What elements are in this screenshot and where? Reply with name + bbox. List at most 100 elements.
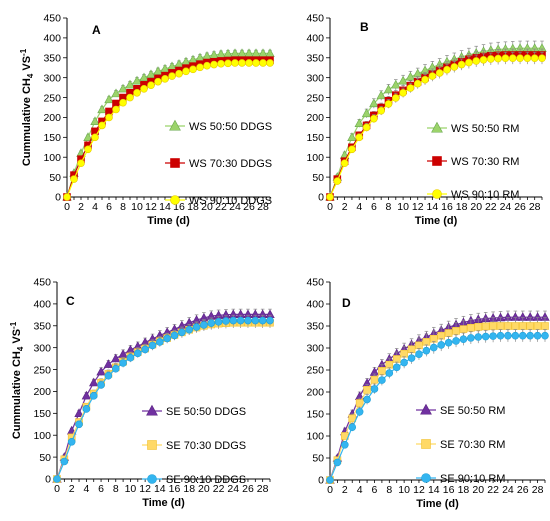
data-point (245, 59, 253, 67)
data-point (341, 440, 349, 449)
x-tick-label: 8 (386, 201, 392, 213)
data-point (370, 375, 379, 384)
data-point (90, 116, 100, 126)
data-point (251, 316, 260, 325)
data-point (60, 457, 69, 466)
panel-label: A (92, 23, 101, 37)
data-point (363, 395, 371, 404)
data-point (105, 113, 113, 122)
data-point (111, 364, 120, 373)
data-point (459, 325, 468, 333)
data-point (147, 81, 155, 90)
data-point (141, 345, 149, 354)
y-tick-label: 300 (43, 72, 61, 84)
data-point (523, 54, 532, 62)
series-3 (326, 329, 549, 484)
x-tick-label: 12 (145, 201, 157, 213)
data-point (83, 132, 93, 141)
data-point (415, 341, 423, 350)
series-line (329, 335, 545, 481)
data-point (489, 332, 497, 340)
data-point (103, 359, 114, 368)
data-point (355, 399, 364, 407)
y-tick-label: 400 (43, 33, 61, 45)
x-tick-label: 8 (120, 201, 126, 213)
y-tick-label: 100 (306, 152, 324, 164)
x-tick-label: 22 (215, 201, 227, 213)
data-point (84, 145, 92, 154)
data-point (378, 376, 386, 384)
data-point (413, 79, 422, 88)
y-tick-label: 250 (33, 364, 51, 376)
data-point (156, 338, 164, 346)
data-point (231, 59, 239, 67)
series-2 (326, 317, 549, 484)
data-point (326, 193, 334, 201)
series-1 (52, 308, 275, 483)
data-point (266, 59, 274, 67)
data-point (125, 79, 135, 89)
data-point (496, 331, 505, 340)
data-point (153, 66, 163, 75)
y-tick-label: 450 (33, 277, 51, 289)
data-point (511, 322, 520, 330)
x-tick-label: 20 (472, 484, 484, 496)
data-point (111, 353, 121, 363)
data-point (511, 331, 520, 340)
y-tick-label: 350 (43, 52, 61, 64)
data-point (133, 88, 141, 97)
data-point (229, 316, 238, 325)
legend-label: SE 50:50 RM (440, 405, 505, 417)
y-tick-label: 0 (45, 474, 51, 486)
data-point (168, 72, 176, 80)
x-tick-label: 26 (242, 483, 254, 495)
series-3 (53, 314, 274, 483)
data-point (119, 98, 127, 107)
y-tick-label: 450 (306, 277, 324, 289)
x-tick-label: 2 (69, 483, 75, 495)
x-tick-label: 2 (342, 484, 348, 496)
data-point (516, 54, 524, 62)
x-tick-label: 2 (342, 201, 348, 213)
y-tick-label: 50 (312, 453, 324, 465)
data-point (97, 381, 105, 389)
data-point (222, 317, 230, 325)
x-tick-label: 8 (386, 484, 392, 496)
x-tick-label: 4 (92, 201, 98, 213)
data-point (489, 322, 497, 330)
y-tick-label: 300 (306, 72, 324, 84)
data-point (428, 72, 437, 80)
data-point (348, 414, 357, 423)
y-tick-label: 150 (306, 132, 324, 144)
y-tick-label: 250 (306, 365, 324, 377)
data-point (400, 358, 408, 367)
data-point (459, 335, 468, 344)
x-tick-label: 0 (327, 201, 333, 213)
legend-label: WS 70:30 RM (451, 156, 519, 168)
x-tick-label: 20 (198, 483, 210, 495)
legend-marker (146, 404, 158, 416)
data-point (444, 338, 453, 347)
data-point (126, 93, 134, 102)
data-point (163, 334, 171, 343)
data-point (526, 331, 534, 340)
y-tick-label: 250 (43, 92, 61, 104)
data-point (97, 104, 107, 114)
legend-marker (147, 440, 157, 450)
x-tick-label: 20 (470, 201, 482, 213)
data-point (457, 60, 466, 69)
data-point (422, 346, 431, 355)
series-line (56, 322, 270, 480)
legend-label: SE 70:30 RM (440, 439, 505, 451)
x-tick-label: 12 (139, 483, 151, 495)
data-point (474, 333, 483, 341)
legend-label: WS 90:10 DDGS (189, 195, 272, 207)
y-tick-label: 300 (306, 343, 324, 355)
x-tick-label: 28 (257, 483, 269, 495)
y-tick-label: 0 (55, 192, 61, 204)
data-point (89, 392, 98, 400)
data-point (98, 121, 106, 130)
y-tick-label: 200 (306, 112, 324, 124)
